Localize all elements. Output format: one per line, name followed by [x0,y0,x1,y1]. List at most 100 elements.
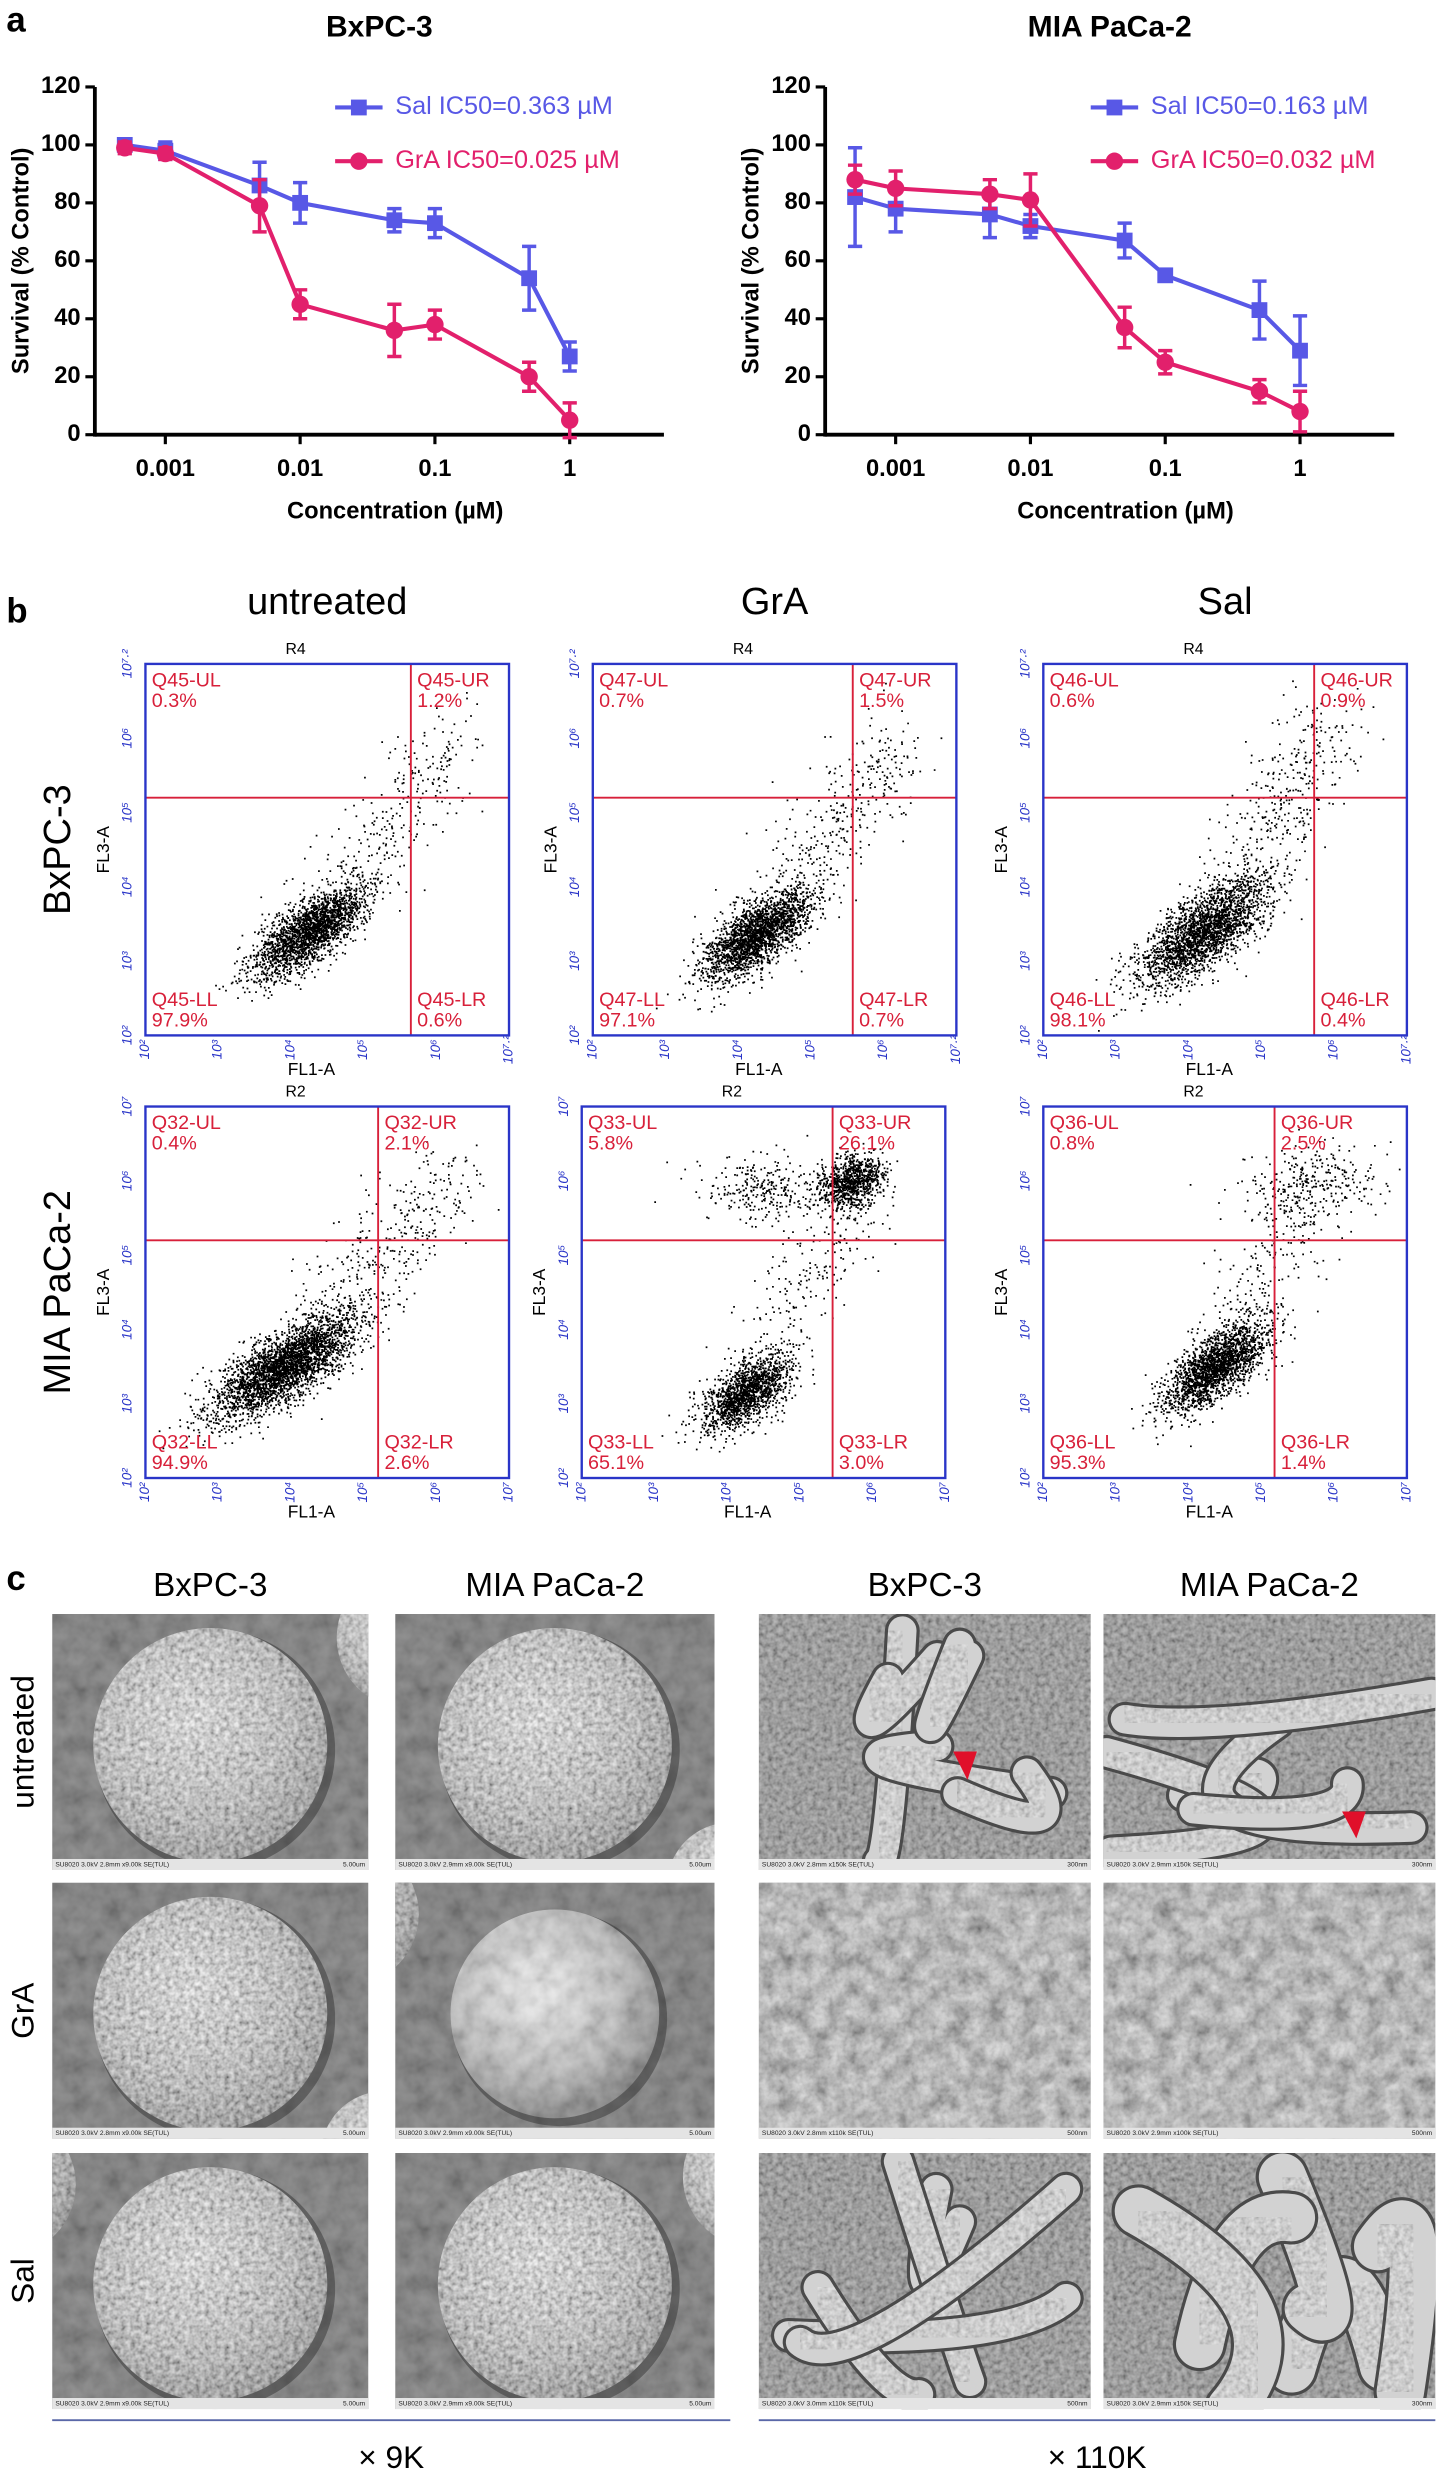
gate-name: R2 [722,1083,742,1100]
column-header: BxPC-3 [153,1567,267,1604]
x-tick-label: 10³ [1108,1482,1123,1502]
y-tick-label: 100 [771,131,811,157]
y-tick-label: 10⁴ [120,876,135,897]
data-point [156,144,175,163]
quadrant-name: Q46-LL [1050,989,1116,1011]
cell-texture [437,2167,672,2402]
magnification-label: × 9K [358,2439,424,2475]
neighbor-texture [52,2152,76,2238]
quadrant-value: 0.8% [1050,1133,1095,1155]
image-info: SU8020 3.0kV 2.9mm x9.00k SE(TUL) [398,1861,512,1868]
x-tick-label: 10⁵ [1253,1039,1268,1060]
y-tick-label: 60 [54,247,80,273]
y-tick-label: 100 [41,131,81,157]
plot-frame [144,662,511,1037]
info-bar [758,2398,1091,2410]
y-tick-label: 10² [567,1025,582,1045]
sem-image: SU8020 3.0kV 2.8mm x9.00k SE(TUL) 5.00um [52,1882,369,2139]
y-axis-label: Survival (% Control) [8,148,34,375]
sem-image: SU8020 3.0kV 2.8mm x150k SE(TUL) 300nm [758,1613,1091,1871]
image-scale: 500nm [1067,2400,1088,2407]
y-tick-label: 10² [1017,1468,1032,1488]
sem-image: SU8020 3.0kV 2.9mm x9.00k SE(TUL) 5.00um [52,2152,369,2410]
y-tick-label: 20 [54,363,80,389]
y-axis-label: FL3-A [93,826,113,874]
legend-label: Sal IC50=0.363 µM [395,92,613,120]
x-tick-label: 0.01 [277,456,323,482]
quadrant-value: 1.4% [1281,1452,1326,1474]
quadrant-name: Q45-LL [152,989,218,1011]
microvillus-texture [785,2174,1081,2364]
arrowhead [953,1751,977,1780]
x-tick-label: 10² [137,1039,152,1059]
x-tick-label: 0.1 [1149,456,1182,482]
y-axis-label: FL3-A [93,1268,113,1316]
row-label: Sal [5,2258,41,2304]
legend-label: GrA IC50=0.025 µM [395,146,620,174]
cell-texture [93,1628,328,1863]
series-line [124,145,572,422]
x-tick-label: 10⁶ [875,1039,890,1060]
x-tick-label: 10⁶ [428,1039,443,1060]
y-tick-label: 10⁴ [1017,876,1032,897]
quadrant-name: Q32-LR [384,1431,453,1453]
image-info: SU8020 3.0kV 2.8mm x9.00k SE(TUL) [55,1861,169,1868]
y-tick-label: 10⁷·² [567,649,582,678]
quadrant-name: Q33-LR [839,1431,908,1453]
y-tick-label: 20 [785,363,811,389]
data-point [981,206,998,223]
quadrant-value: 0.6% [1050,690,1095,712]
legend-label: Sal IC50=0.163 µM [1151,92,1369,120]
quadrant-value: 0.3% [152,690,197,712]
panel-label: b [6,593,27,631]
info-bar [52,1858,369,1871]
series-line [124,142,572,358]
quadrant-name: Q32-UR [384,1112,456,1134]
data-point [386,212,403,229]
x-tick-label: 10⁶ [864,1482,879,1503]
neighbor-texture [336,1613,369,1697]
data-point [292,194,309,211]
quadrant-name: Q36-UR [1281,1112,1353,1134]
x-tick-label: 10⁴ [719,1482,734,1503]
y-tick-label: 10⁴ [556,1319,571,1340]
quadrant-name: Q36-UL [1050,1112,1119,1134]
quadrant-value: 0.6% [417,1009,462,1031]
x-tick-label: 10⁶ [1326,1482,1341,1503]
image-info: SU8020 3.0kV 2.9mm x9.00k SE(TUL) [55,2400,169,2407]
panel-label: c [6,1560,25,1598]
image-info: SU8020 3.0kV 2.9mm x100k SE(TUL) [1107,2130,1219,2137]
y-tick-label: 10³ [567,951,582,971]
magnification-label: × 110K [1048,2439,1147,2475]
chart-title: MIA PaCa-2 [1028,10,1192,43]
y-tick-label: 10⁷ [1017,1096,1032,1117]
quadrant-value: 97.1% [599,1009,655,1031]
sem-image: SU8020 3.0kV 2.8mm x9.00k SE(TUL) 5.00um [52,1613,369,1871]
info-bar [52,2398,369,2410]
y-tick-label: 10⁵ [120,802,135,823]
data-point [426,315,444,334]
y-tick-label: 10⁵ [567,802,582,823]
x-axis-label: Concentration (µM) [1017,498,1233,524]
x-tick-label: 10⁴ [1180,1482,1195,1503]
data-point [250,197,269,215]
y-tick-label: 10² [1017,1025,1032,1045]
quadrant-value: 0.4% [1320,1009,1365,1031]
row-label: BxPC-3 [37,784,79,915]
quadrant-name: Q32-LL [152,1431,218,1453]
y-tick-label: 10³ [1017,951,1032,971]
quadrant-value: 0.7% [859,1009,904,1031]
image-info: SU8020 3.0kV 2.8mm x110k SE(TUL) [762,2130,873,2137]
data-point [561,411,579,429]
legend-marker [350,99,367,116]
y-tick-label: 10⁶ [120,1170,135,1191]
x-axis-label: FL1-A [1186,1059,1234,1079]
image-info: SU8020 3.0kV 3.0mm x110k SE(TUL) [762,2400,873,2407]
y-tick-label: 10⁴ [120,1319,135,1340]
row-label: GrA [5,1982,41,2039]
data-point [1292,342,1308,359]
quadrant-value: 98.1% [1050,1009,1106,1031]
x-tick-label: 0.1 [418,456,451,482]
neighbor-texture [322,2093,369,2139]
data-point [1157,267,1174,284]
